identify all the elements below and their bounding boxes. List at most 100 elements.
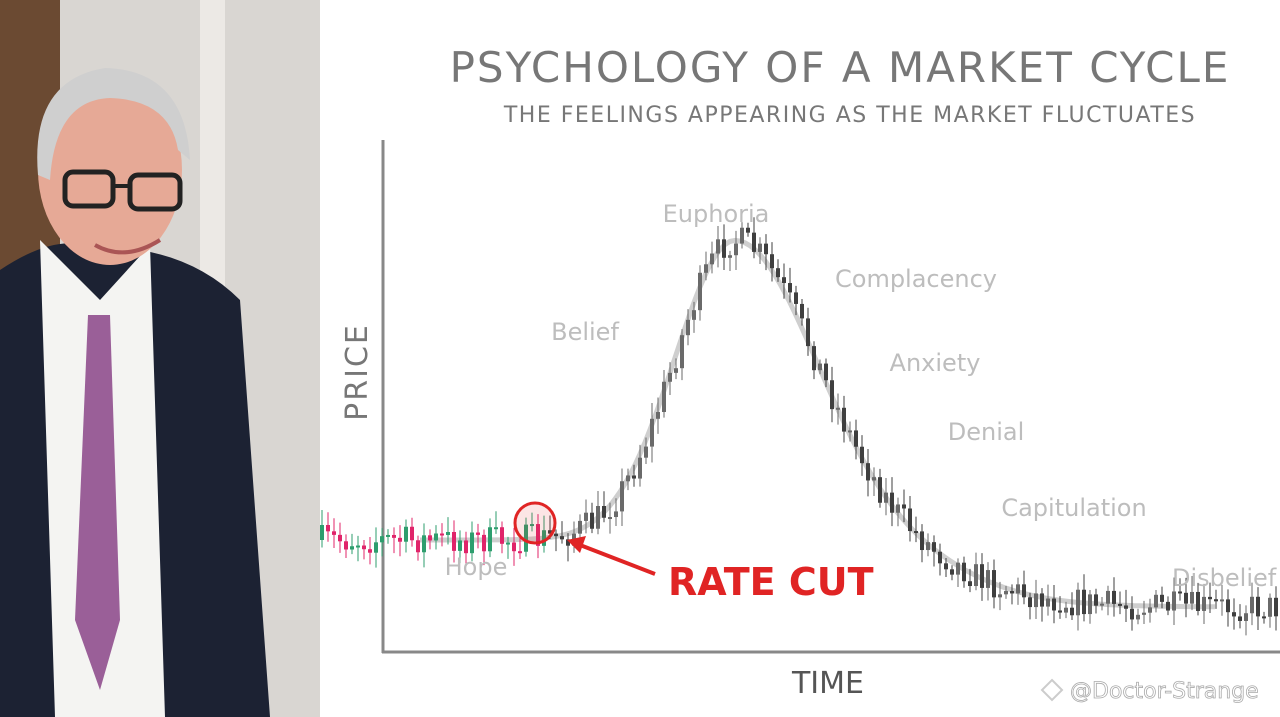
candle-body	[500, 527, 504, 544]
candle-body	[470, 532, 474, 554]
candle-body	[998, 594, 1002, 598]
phase-label: Belief	[551, 318, 619, 346]
phase-label: Complacency	[835, 265, 997, 293]
candle-body	[1244, 613, 1248, 621]
candle-body	[896, 504, 900, 513]
candle-body	[320, 525, 324, 541]
phase-label: Anxiety	[890, 349, 981, 377]
candle-body	[662, 381, 666, 413]
candle-body	[338, 534, 342, 542]
candle-body	[788, 283, 792, 293]
candle-body	[392, 534, 396, 538]
candle-body	[1112, 590, 1116, 604]
candle-body	[656, 412, 660, 419]
candle-body	[1166, 601, 1170, 611]
candle-body	[1190, 591, 1194, 604]
candle-body	[1250, 596, 1254, 614]
candle-body	[1220, 599, 1224, 602]
candle-body	[824, 363, 828, 381]
candle-body	[818, 363, 822, 371]
candle-body	[830, 380, 834, 410]
candle-body	[620, 481, 624, 512]
watermark-logo	[1040, 678, 1064, 702]
candle-body	[626, 475, 630, 482]
candle-body	[1076, 589, 1080, 616]
candle-body	[560, 536, 564, 540]
candle-body	[1172, 591, 1176, 611]
candle-body	[1268, 597, 1272, 617]
candle-body	[542, 530, 546, 546]
candle-body	[992, 570, 996, 598]
candle-body	[836, 407, 840, 410]
candle-body	[506, 542, 510, 545]
candle-body	[512, 542, 516, 552]
candle-body	[746, 227, 750, 233]
candle-body	[590, 512, 594, 529]
candle-body	[554, 533, 558, 537]
candle-body	[350, 546, 354, 550]
candle-body	[1106, 590, 1110, 604]
phase-label: Capitulation	[1001, 494, 1146, 522]
candle-body	[1058, 610, 1062, 613]
candle-body	[362, 545, 366, 550]
candle-body	[386, 534, 390, 537]
candle-body	[674, 368, 678, 373]
candle-body	[1142, 612, 1146, 615]
candle-body	[860, 446, 864, 464]
subtitle: THE FEELINGS APPEARING AS THE MARKET FLU…	[503, 103, 1196, 128]
candle-body	[530, 524, 534, 527]
y-axis-label: PRICE	[340, 323, 375, 421]
candle-body	[458, 540, 462, 551]
candle-body	[920, 531, 924, 551]
phase-label: Euphoria	[663, 200, 770, 228]
candle-body	[452, 531, 456, 551]
candle-body	[770, 254, 774, 269]
candle-body	[902, 504, 906, 509]
candle-body	[1274, 597, 1278, 617]
candle-body	[332, 531, 336, 535]
candle-body	[1208, 596, 1212, 600]
candle-body	[1124, 605, 1128, 609]
candle-body	[524, 524, 528, 552]
candle-body	[1082, 589, 1086, 615]
candle-body	[608, 517, 612, 520]
title: PSYCHOLOGY OF A MARKET CYCLE	[450, 43, 1231, 92]
candle-body	[782, 277, 786, 284]
candle-body	[368, 549, 372, 553]
candle-body	[1160, 594, 1164, 602]
candle-body	[596, 505, 600, 529]
candle-body	[1130, 608, 1134, 620]
candle-body	[584, 512, 588, 521]
candle-body	[1046, 598, 1050, 607]
candle-body	[1088, 594, 1092, 615]
candle-body	[986, 570, 990, 588]
candle-body	[938, 551, 942, 564]
candle-body	[644, 446, 648, 458]
candle-body	[890, 492, 894, 513]
candle-body	[410, 526, 414, 541]
highlight-circle	[513, 501, 557, 545]
candle-body	[758, 243, 762, 252]
candle-body	[914, 531, 918, 534]
candle-body	[1256, 596, 1260, 617]
candle-body	[716, 239, 720, 254]
candle-body	[566, 539, 570, 546]
candle-body	[1196, 591, 1200, 611]
candle-body	[650, 418, 654, 447]
watermark: @Doctor-Strange	[1070, 679, 1259, 704]
candle-body	[422, 535, 426, 553]
candle-body	[692, 310, 696, 320]
candle-body	[398, 537, 402, 542]
candle-body	[1262, 616, 1266, 619]
candle-body	[866, 463, 870, 481]
candle-body	[710, 253, 714, 265]
candle-body	[806, 318, 810, 347]
candle-body	[1028, 597, 1032, 608]
candle-body	[1178, 591, 1182, 594]
candle-body	[956, 562, 960, 575]
candle-body	[1184, 592, 1188, 604]
candle-body	[1052, 598, 1056, 611]
candle-body	[878, 477, 882, 503]
candle-body	[722, 239, 726, 258]
candle-body	[1034, 593, 1038, 608]
